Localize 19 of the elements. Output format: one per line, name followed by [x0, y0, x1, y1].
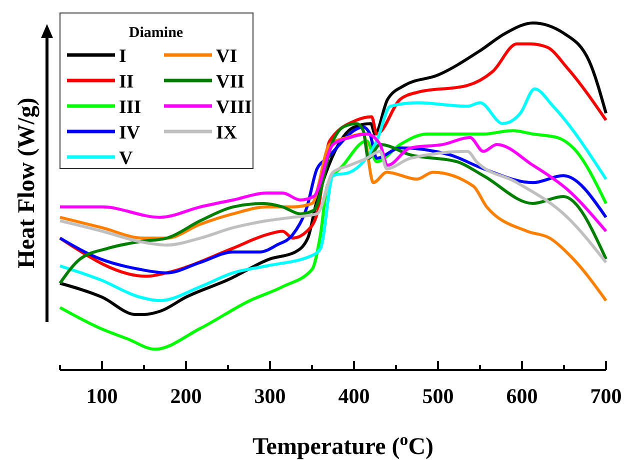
y-axis-title: Heat Flow (W/g)	[14, 98, 40, 268]
x-tick-label: 700	[590, 384, 622, 408]
x-tick-label: 200	[170, 384, 202, 408]
legend-label: IV	[119, 122, 140, 144]
x-tick-label: 100	[86, 384, 118, 408]
legend-label: IX	[216, 122, 238, 144]
legend-label: I	[119, 46, 126, 67]
x-tick-label: 400	[338, 384, 370, 408]
legend-label: VIII	[216, 97, 252, 118]
legend-label: VI	[216, 46, 238, 67]
x-tick-label: 300	[254, 384, 286, 408]
legend-label: III	[119, 97, 142, 118]
legend-title: Diamine	[128, 25, 184, 41]
legend-label: II	[119, 72, 134, 92]
x-axis-title: Temperature ($^{o}$C)	[252, 430, 434, 460]
legend-label: VII	[216, 72, 245, 92]
x-tick-label: 500	[422, 384, 454, 408]
legend-label: V	[119, 148, 133, 169]
x-tick-label: 600	[506, 384, 538, 408]
